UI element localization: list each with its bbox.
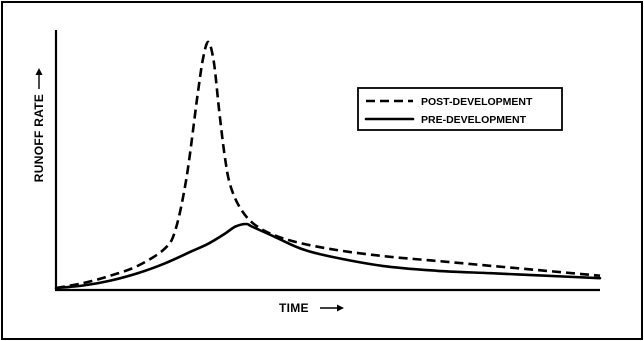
plot-area bbox=[54, 30, 602, 292]
legend-label-pre-development: PRE-DEVELOPMENT bbox=[421, 114, 527, 126]
x-axis-arrow bbox=[320, 304, 344, 312]
legend-box bbox=[357, 87, 563, 131]
series-line-post-development bbox=[55, 40, 601, 290]
legend: POST-DEVELOPMENT PRE-DEVELOPMENT bbox=[357, 87, 563, 131]
legend-label-post-development: POST-DEVELOPMENT bbox=[421, 96, 533, 108]
series-line-pre-development bbox=[54, 222, 602, 290]
series-layer bbox=[54, 40, 602, 290]
x-axis-title: TIME bbox=[279, 301, 309, 315]
y-axis-arrow bbox=[35, 68, 43, 89]
y-axis-title: RUNOFF RATE bbox=[32, 94, 46, 182]
